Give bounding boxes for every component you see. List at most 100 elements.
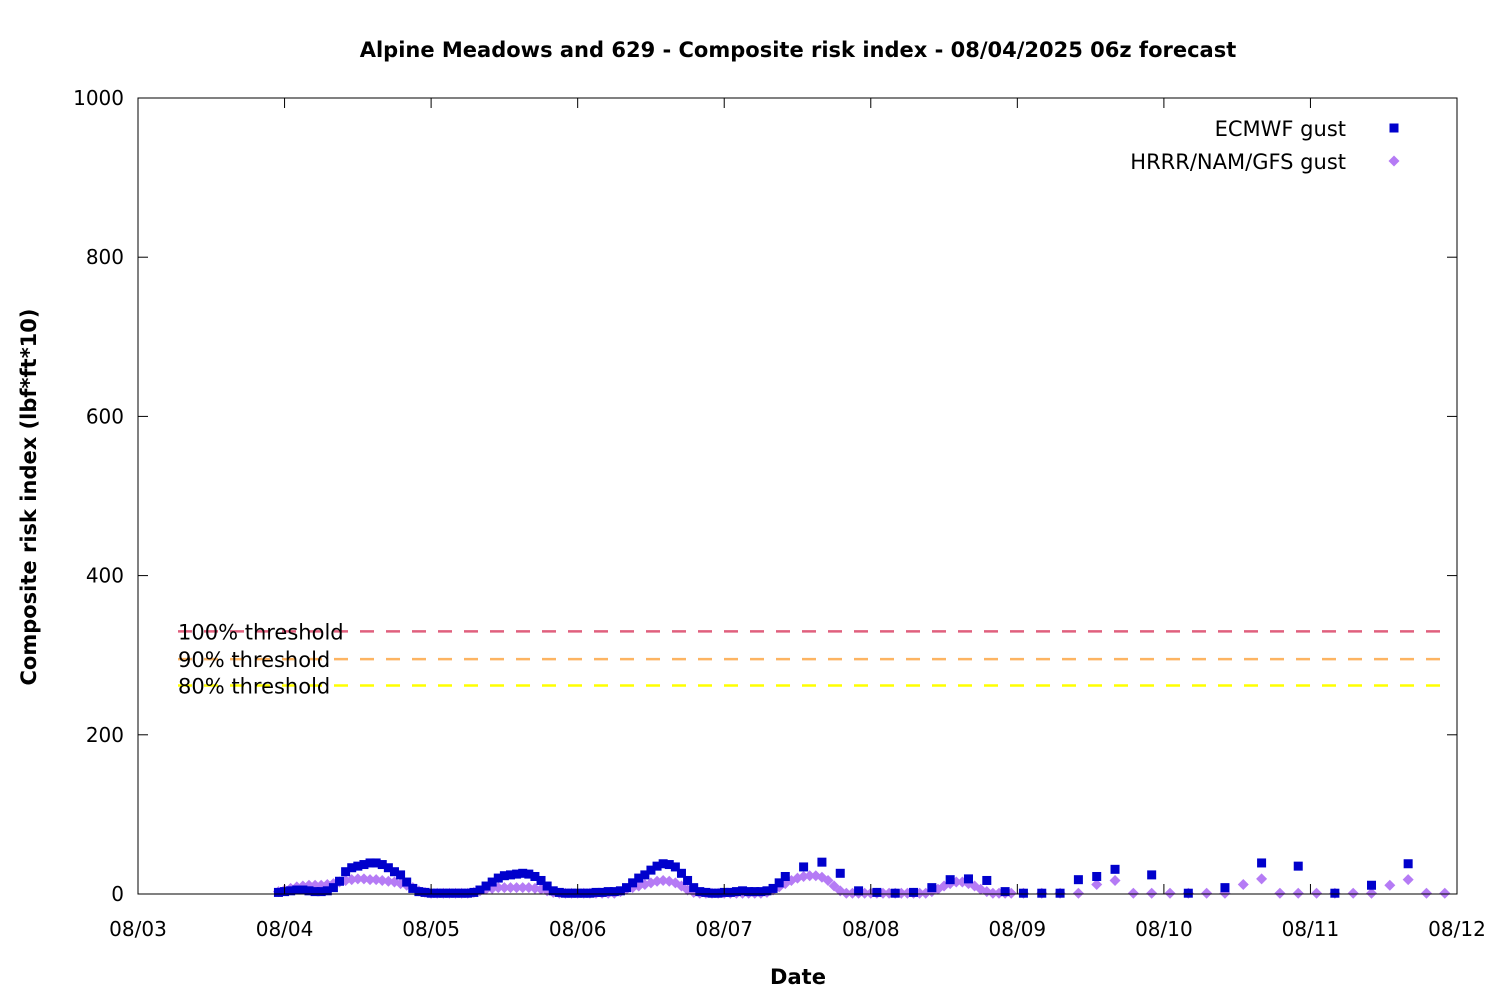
data-point xyxy=(676,868,686,878)
data-point xyxy=(774,878,784,888)
threshold-label: 80% threshold xyxy=(178,674,330,698)
data-point xyxy=(609,887,619,897)
data-point xyxy=(1367,880,1377,890)
data-point xyxy=(804,870,816,882)
chart-title: Alpine Meadows and 629 - Composite risk … xyxy=(360,38,1237,62)
x-tick-label: 08/08 xyxy=(842,917,900,941)
data-point xyxy=(469,887,479,897)
data-point xyxy=(822,874,834,886)
data-point xyxy=(615,886,625,896)
data-point xyxy=(987,887,999,899)
data-point xyxy=(518,868,528,878)
x-tick-label: 08/09 xyxy=(989,917,1047,941)
data-point xyxy=(481,881,491,891)
data-point xyxy=(560,888,570,898)
data-point xyxy=(1018,888,1028,898)
data-point xyxy=(695,887,705,897)
data-point xyxy=(365,858,375,868)
threshold-label: 90% threshold xyxy=(178,648,330,672)
y-tick-label: 800 xyxy=(86,245,124,269)
data-point xyxy=(1237,878,1249,890)
data-point xyxy=(1420,887,1432,899)
data-point xyxy=(353,861,363,871)
data-point xyxy=(286,886,296,896)
data-point xyxy=(1257,858,1267,868)
data-point xyxy=(744,887,754,897)
x-tick-label: 08/03 xyxy=(109,917,167,941)
data-point xyxy=(316,887,326,897)
data-point xyxy=(512,869,522,879)
data-point xyxy=(347,863,357,873)
data-point xyxy=(628,878,638,888)
data-point xyxy=(377,860,387,870)
x-tick-label: 08/07 xyxy=(695,917,753,941)
data-point xyxy=(1073,875,1083,885)
data-point xyxy=(383,863,393,873)
data-point xyxy=(701,887,711,897)
y-tick-label: 1000 xyxy=(73,86,124,110)
data-point xyxy=(548,886,558,896)
data-point xyxy=(585,888,595,898)
data-point xyxy=(352,873,364,885)
data-point xyxy=(707,888,717,898)
legend-marker xyxy=(1388,155,1400,167)
x-tick-label: 08/05 xyxy=(402,917,460,941)
data-point xyxy=(854,886,864,896)
data-point xyxy=(517,882,529,894)
data-point xyxy=(591,887,601,897)
data-point xyxy=(273,887,283,897)
data-point xyxy=(341,867,351,877)
data-point xyxy=(689,883,699,893)
data-point xyxy=(567,888,577,898)
data-point xyxy=(1110,864,1120,874)
data-point xyxy=(499,871,509,881)
data-point xyxy=(768,883,778,893)
threshold-label: 100% threshold xyxy=(178,620,344,644)
data-point xyxy=(799,862,809,872)
data-point xyxy=(432,888,442,898)
data-point xyxy=(622,883,632,893)
data-point xyxy=(634,873,644,883)
data-point xyxy=(750,887,760,897)
data-point xyxy=(1164,887,1176,899)
data-point xyxy=(1274,887,1286,899)
data-point xyxy=(1347,887,1359,899)
data-point xyxy=(982,875,992,885)
data-point xyxy=(1072,887,1084,899)
data-point xyxy=(1402,874,1414,886)
data-point xyxy=(438,888,448,898)
data-point xyxy=(1311,887,1323,899)
data-point xyxy=(335,876,345,886)
legend: ECMWF gust HRRR/NAM/GFS gust xyxy=(1130,117,1400,174)
data-point xyxy=(457,888,467,898)
data-point xyxy=(652,861,662,871)
y-axis-ticks: 0 200 400 600 800 1000 xyxy=(73,86,1457,906)
data-point xyxy=(890,888,900,898)
data-point xyxy=(1403,859,1413,869)
y-tick-label: 200 xyxy=(86,723,124,747)
data-point xyxy=(420,887,430,897)
data-point xyxy=(371,858,381,868)
x-tick-label: 08/06 xyxy=(549,917,607,941)
data-point xyxy=(683,875,693,885)
data-point xyxy=(298,885,308,895)
data-point xyxy=(835,868,845,878)
data-point xyxy=(487,877,497,887)
data-point xyxy=(359,860,369,870)
data-point xyxy=(414,887,424,897)
plot-frame xyxy=(137,97,1458,895)
data-point xyxy=(475,885,485,895)
data-point xyxy=(738,886,748,896)
data-point xyxy=(328,883,338,893)
data-point xyxy=(762,886,772,896)
data-series xyxy=(272,857,1451,899)
x-tick-label: 08/12 xyxy=(1428,917,1486,941)
data-point xyxy=(389,867,399,877)
data-point xyxy=(536,875,546,885)
data-point xyxy=(504,882,516,894)
data-point xyxy=(1091,878,1103,890)
data-point xyxy=(731,887,741,897)
data-point xyxy=(646,865,656,875)
